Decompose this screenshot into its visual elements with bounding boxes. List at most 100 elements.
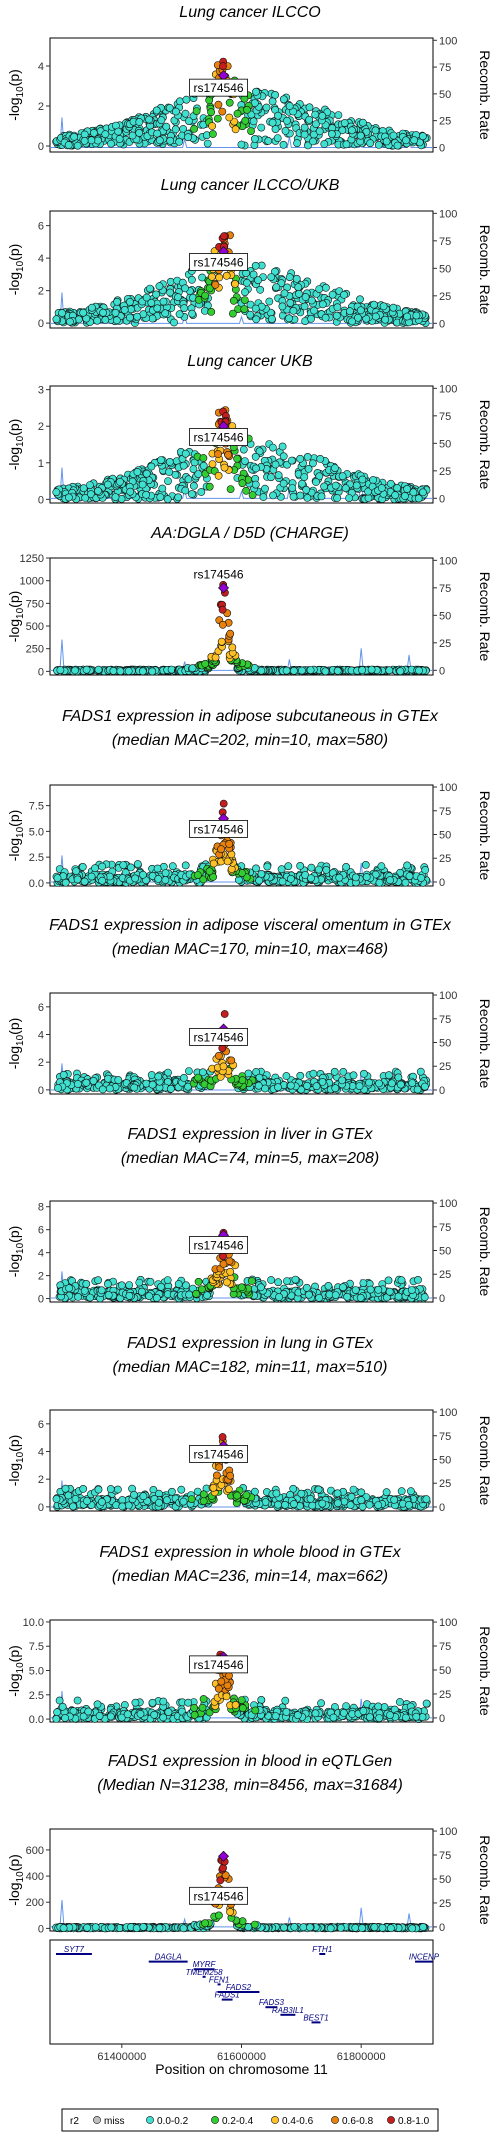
panel-5: FADS1 expression in adipose subcutaneous… (6, 708, 493, 890)
snp-point (80, 136, 89, 145)
y-tick-label: 4 (38, 61, 44, 73)
y-tick-label: 2 (38, 286, 44, 298)
snp-point (111, 493, 120, 501)
snp-point (207, 108, 215, 117)
snp-point (240, 457, 249, 465)
panel-title: Lung cancer ILCCO/UKB (161, 177, 340, 194)
snp-point (289, 306, 298, 315)
recomb-tick-label: 75 (439, 1641, 451, 1653)
snp-point (269, 491, 277, 500)
snp-point (359, 1279, 368, 1287)
snp-point (65, 493, 73, 502)
snp-point (217, 637, 226, 646)
snp-point (271, 91, 279, 99)
panel-9: FADS1 expression in whole blood in GTEx(… (6, 1544, 493, 1726)
snp-point (305, 115, 314, 124)
recomb-tick-label: 25 (439, 466, 451, 478)
snp-point (218, 107, 227, 116)
snp-point (159, 297, 168, 306)
recomb-tick-label: 75 (439, 411, 451, 423)
snp-point (343, 1292, 352, 1301)
snp-point (101, 315, 110, 324)
snp-point (280, 289, 289, 298)
snp-point (214, 450, 222, 458)
snp-point (107, 139, 115, 148)
snp-point (116, 667, 125, 676)
snp-point (219, 799, 228, 808)
panel-8: FADS1 expression in lung in GTEx(median … (6, 1335, 493, 1514)
snp-point (422, 1495, 431, 1504)
recomb-tick-label: 75 (439, 1222, 451, 1234)
snp-point (386, 479, 395, 488)
snp-point (155, 282, 164, 291)
snp-point (155, 1498, 163, 1507)
snp-point (328, 290, 337, 299)
snp-point (165, 468, 173, 476)
snp-point (188, 309, 196, 318)
snp-point (139, 1492, 148, 1501)
snp-point (294, 289, 303, 298)
snp-point (238, 1076, 247, 1085)
panel-title: AA:DGLA / D5D (CHARGE) (150, 525, 349, 542)
snp-point (188, 664, 197, 673)
snp-point (61, 878, 70, 887)
snp-point (297, 666, 306, 675)
snp-point (226, 485, 235, 493)
recomb-tick-label: 0 (439, 142, 445, 154)
snp-point (362, 873, 371, 881)
snp-point (330, 1067, 339, 1076)
panel-6: FADS1 expression in adipose visceral ome… (6, 917, 493, 1097)
snp-point (152, 1294, 161, 1302)
snp-point (187, 1495, 196, 1503)
panel-subtitle: (median MAC=170, min=10, max=468) (112, 941, 388, 958)
snp-point (285, 314, 293, 323)
snp-point (162, 1496, 171, 1505)
snp-point (156, 493, 165, 501)
snp-point (179, 461, 188, 470)
y-tick-label: 2 (38, 1271, 44, 1283)
snp-point (135, 118, 144, 126)
snp-point (71, 666, 79, 675)
snp-point (208, 130, 217, 138)
snp-point (125, 1281, 134, 1289)
snp-point (197, 488, 206, 496)
snp-point (274, 1278, 283, 1287)
snp-point (318, 112, 327, 120)
recomb-tick-label: 100 (439, 1407, 457, 1419)
snp-point (247, 1277, 256, 1285)
snp-point (364, 494, 373, 502)
recomb-tick-label: 25 (439, 853, 451, 865)
snp-point (349, 1485, 358, 1494)
snp-point (233, 1491, 241, 1500)
snp-point (238, 479, 247, 488)
snp-point (338, 1076, 346, 1085)
snp-point (418, 132, 427, 141)
snp-point (120, 305, 129, 314)
snp-point (133, 468, 142, 476)
snp-point (371, 312, 380, 321)
snp-point (98, 876, 107, 885)
snp-point (125, 1291, 134, 1300)
y-axis-label: -log10(p) (6, 1018, 26, 1070)
snp-point (312, 1082, 321, 1091)
snp-point (338, 126, 347, 135)
snp-point (356, 295, 364, 304)
recomb-tick-label: 25 (439, 1061, 451, 1073)
snp-point (365, 1078, 373, 1087)
snp-point (252, 464, 260, 473)
recomb-tick-label: 0 (439, 1713, 445, 1725)
y-tick-label: 6 (38, 221, 44, 233)
snp-point (414, 1276, 422, 1284)
snp-point (272, 1489, 281, 1498)
snp-point (310, 306, 318, 315)
snp-point (226, 629, 235, 638)
snp-point (171, 125, 180, 134)
y-axis-label: -log10(p) (6, 244, 26, 296)
snp-point (321, 313, 330, 322)
snp-point (331, 1084, 340, 1093)
snp-point (203, 139, 212, 148)
snp-point (357, 1496, 366, 1505)
snp-point (229, 296, 238, 305)
recomb-tick-label: 75 (439, 1014, 451, 1026)
snp-point (315, 127, 324, 136)
